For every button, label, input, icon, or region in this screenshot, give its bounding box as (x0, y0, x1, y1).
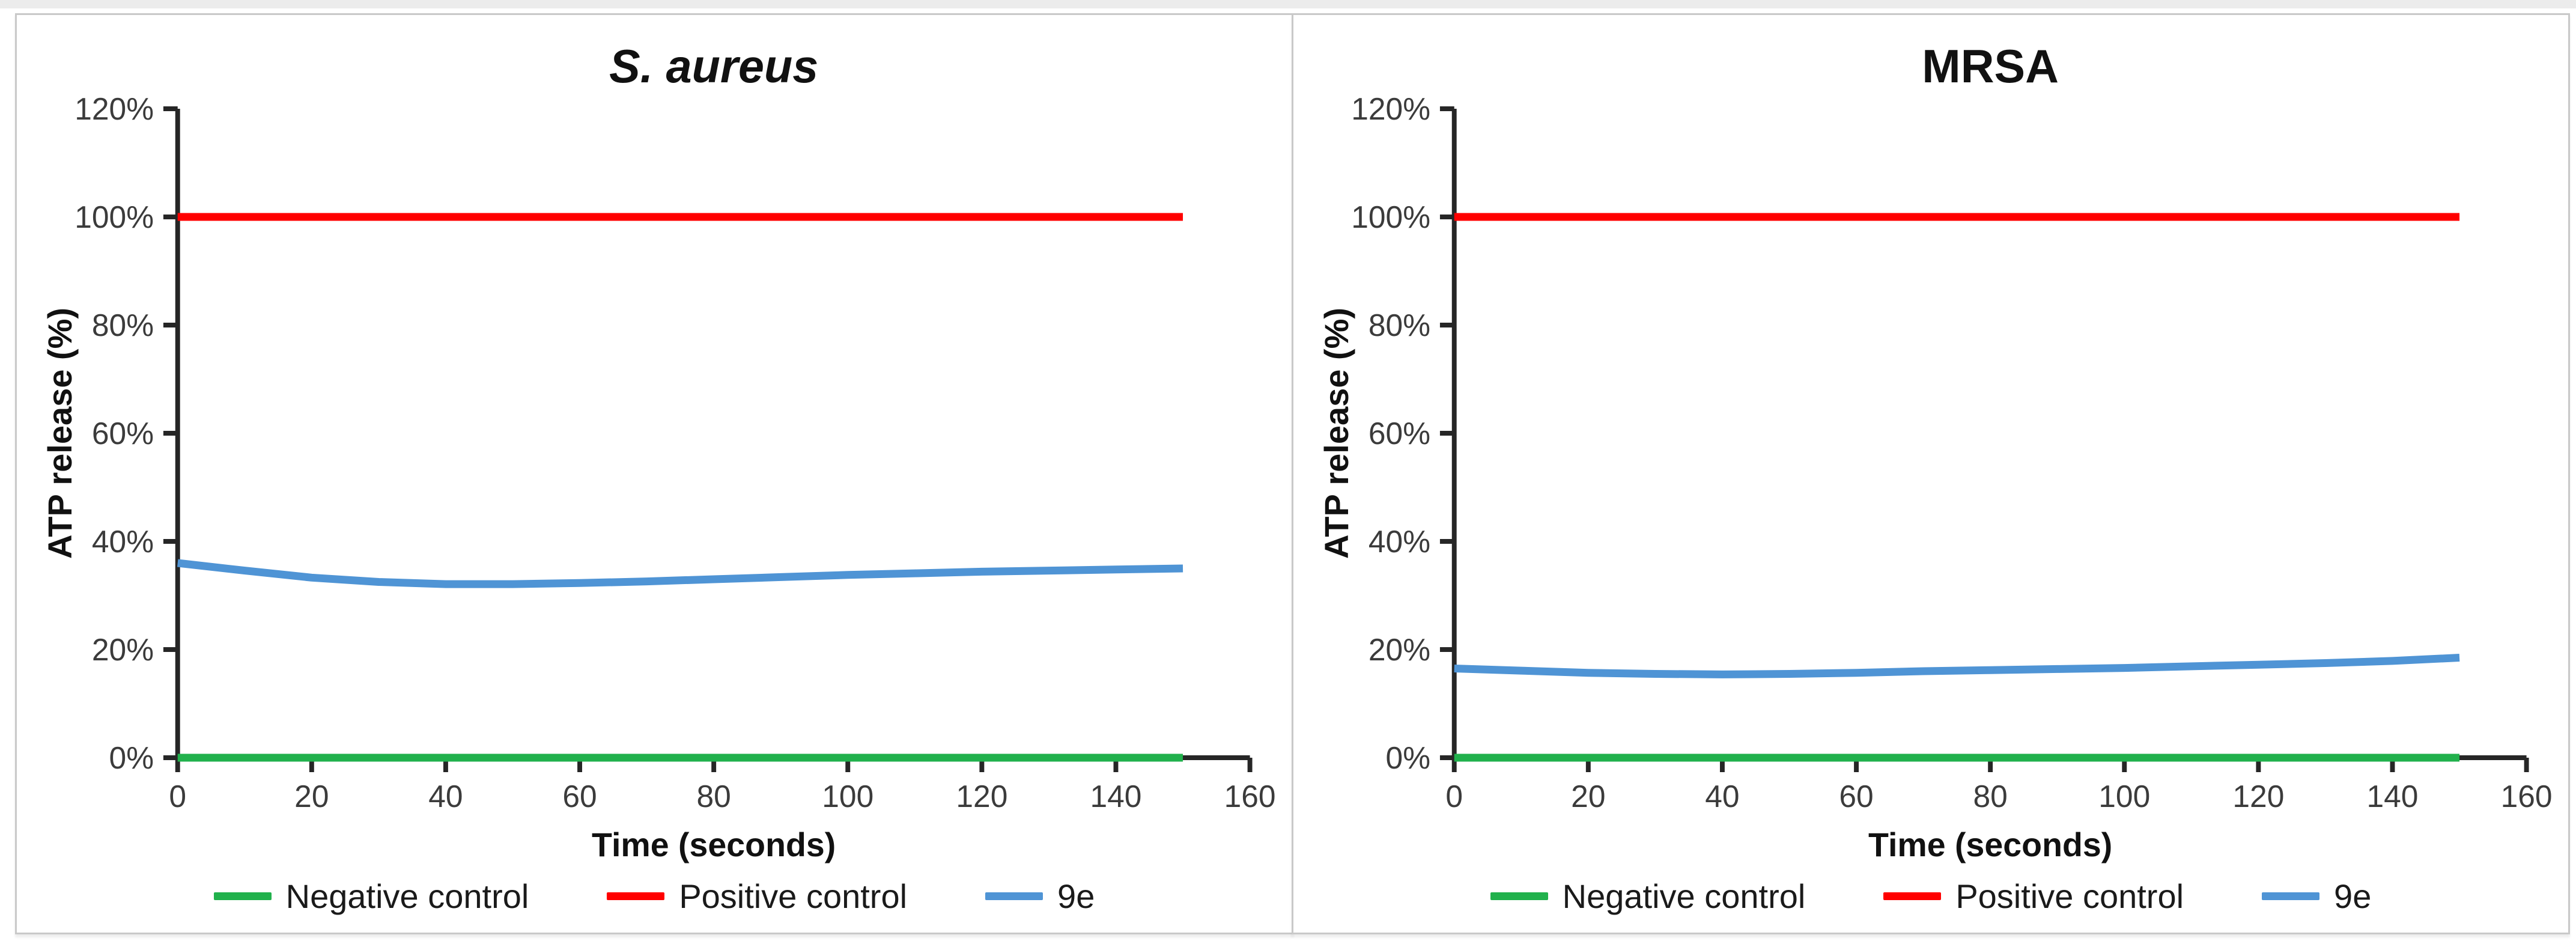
svg-text:20%: 20% (1368, 632, 1430, 667)
svg-text:0%: 0% (1386, 740, 1431, 775)
svg-text:40%: 40% (1368, 524, 1430, 559)
svg-text:120%: 120% (1351, 91, 1430, 126)
legend-item-negative-control: Negative control (1490, 877, 1806, 916)
svg-text:120: 120 (956, 779, 1007, 814)
svg-text:60: 60 (562, 779, 597, 814)
legend-label: 9e (2334, 877, 2372, 915)
positive-control-line-swatch (1883, 892, 1942, 900)
data-series-lines (177, 213, 1183, 762)
svg-text:20: 20 (294, 779, 329, 814)
svg-text:160: 160 (2501, 779, 2553, 814)
svg-text:60%: 60% (92, 416, 154, 451)
svg-text:100: 100 (822, 779, 873, 814)
legend: Negative control Positive control 9e (17, 877, 1292, 916)
svg-text:40%: 40% (92, 524, 154, 559)
svg-text:40: 40 (428, 779, 463, 814)
svg-text:80%: 80% (92, 308, 154, 343)
compound-9e-line-swatch (985, 892, 1043, 900)
svg-text:120%: 120% (74, 91, 154, 126)
x-axis-title: Time (seconds) (592, 826, 836, 863)
legend-item-9e: 9e (985, 877, 1095, 916)
svg-text:20%: 20% (92, 632, 154, 667)
svg-text:0: 0 (169, 779, 186, 814)
svg-text:100: 100 (2098, 779, 2150, 814)
svg-text:0%: 0% (109, 740, 154, 775)
negative-control-line-swatch (213, 892, 272, 900)
legend-item-positive-control: Positive control (1883, 877, 2184, 916)
axis-tick-labels: 0% 20% 40% 60% 80% 100% 120% 0 20 40 60 80 100 120 140… (74, 91, 1275, 814)
chart-panel-mrsa: MRSA ATP release (%) Time (seconds) 0% 20… (1292, 13, 2570, 934)
svg-text:40: 40 (1705, 779, 1739, 814)
svg-text:80%: 80% (1368, 308, 1430, 343)
svg-text:160: 160 (1224, 779, 1276, 814)
s-aureus-chart: S. aureus ATP release (%) Time (seconds)… (41, 41, 1275, 863)
legend-item-negative-control: Negative control (213, 877, 529, 916)
axes (163, 106, 1253, 772)
svg-text:100%: 100% (1351, 199, 1430, 234)
svg-text:60%: 60% (1368, 416, 1430, 451)
legend-label: Positive control (1955, 877, 2184, 915)
svg-text:0: 0 (1445, 779, 1463, 814)
svg-text:60: 60 (1839, 779, 1873, 814)
legend-label: Negative control (1562, 877, 1806, 915)
compound-9e-line-swatch (2262, 892, 2320, 900)
legend-label: Negative control (285, 877, 529, 915)
legend-item-9e: 9e (2262, 877, 2371, 916)
negative-control-line-swatch (1490, 892, 1548, 900)
positive-control-line-swatch (607, 892, 665, 900)
legend-item-positive-control: Positive control (607, 877, 907, 916)
svg-text:100%: 100% (74, 199, 154, 234)
y-axis-title: ATP release (%) (41, 308, 79, 559)
chart-title: S. aureus (609, 41, 818, 93)
chart-panels: S. aureus ATP release (%) Time (seconds)… (15, 13, 2570, 934)
data-series-lines (1454, 213, 2460, 762)
legend-label: Positive control (679, 877, 908, 915)
top-edge-strip (0, 0, 2576, 8)
legend: Negative control Positive control 9e (1293, 877, 2568, 916)
svg-text:140: 140 (2366, 779, 2418, 814)
mrsa-chart: MRSA ATP release (%) Time (seconds) 0% 20… (1318, 41, 2552, 863)
legend-label: 9e (1057, 877, 1095, 915)
svg-text:80: 80 (696, 779, 731, 814)
chart-panel-s-aureus: S. aureus ATP release (%) Time (seconds)… (15, 13, 1293, 934)
x-axis-title: Time (seconds) (1868, 826, 2112, 863)
svg-text:120: 120 (2232, 779, 2284, 814)
axis-tick-labels: 0% 20% 40% 60% 80% 100% 120% 0 20 40 60 80 100 120 140… (1351, 91, 2552, 814)
svg-text:80: 80 (1973, 779, 2007, 814)
svg-text:20: 20 (1571, 779, 1605, 814)
svg-text:140: 140 (1090, 779, 1141, 814)
y-axis-title: ATP release (%) (1318, 308, 1355, 559)
chart-title: MRSA (1922, 41, 2059, 93)
